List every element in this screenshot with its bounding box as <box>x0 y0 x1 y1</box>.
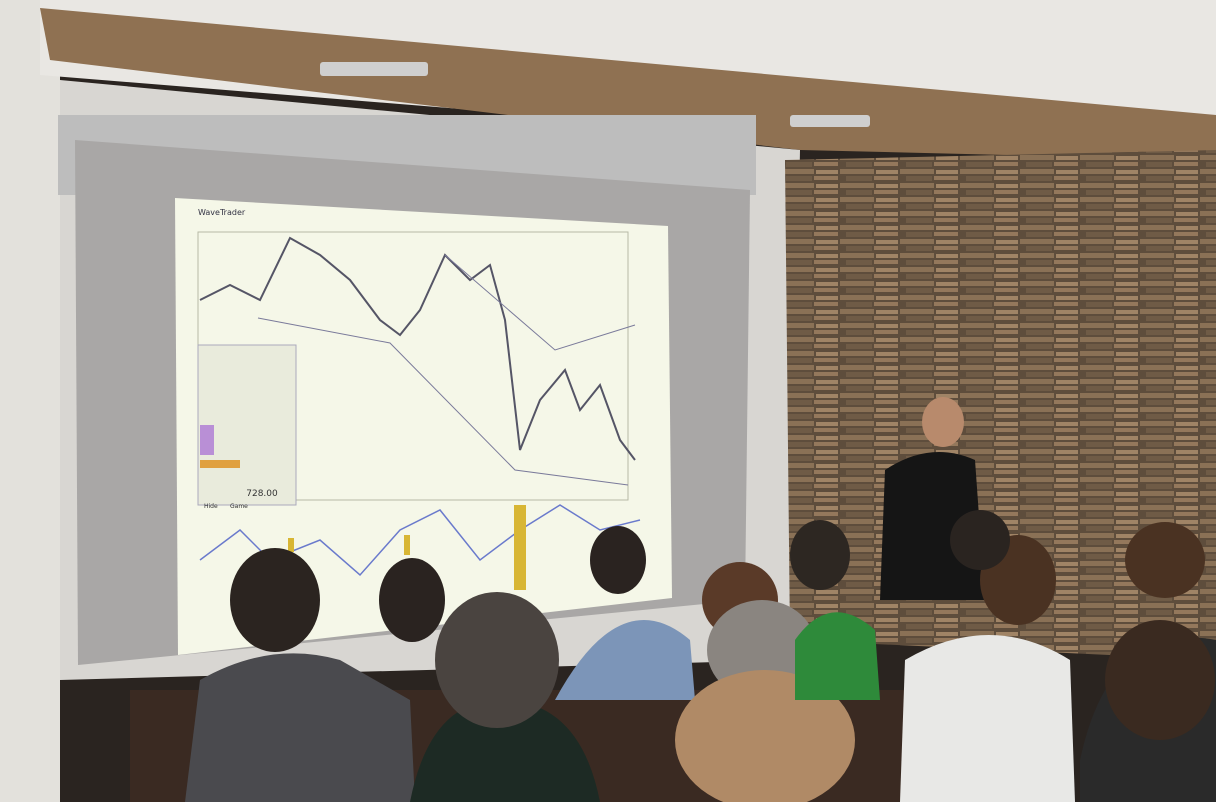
audience-head <box>379 558 445 642</box>
audience-body <box>900 635 1075 802</box>
panel-swatch <box>200 425 214 455</box>
audience-head <box>590 526 646 594</box>
audience-body <box>795 612 880 700</box>
ceiling-light <box>320 62 428 76</box>
audience-head <box>230 548 320 652</box>
panel-swatch <box>200 460 240 468</box>
oscillator-bar <box>288 538 294 552</box>
speaker-head <box>922 397 964 447</box>
audience-head <box>1105 620 1215 740</box>
scene: WaveTrader 728.00 Hide Game <box>0 0 1216 802</box>
audience-head <box>790 520 850 590</box>
audience-head <box>1125 522 1205 598</box>
panel-button: Hide <box>204 503 218 510</box>
left-wall <box>0 0 60 802</box>
panel-button: Game <box>230 503 248 510</box>
audience-head <box>950 510 1010 570</box>
ceiling-light <box>790 115 870 127</box>
audience-head <box>435 592 559 728</box>
oscillator-bar <box>404 535 410 555</box>
app-title: WaveTrader <box>198 208 246 217</box>
panel-value: 728.00 <box>246 489 278 499</box>
oscillator-bar <box>514 505 526 590</box>
